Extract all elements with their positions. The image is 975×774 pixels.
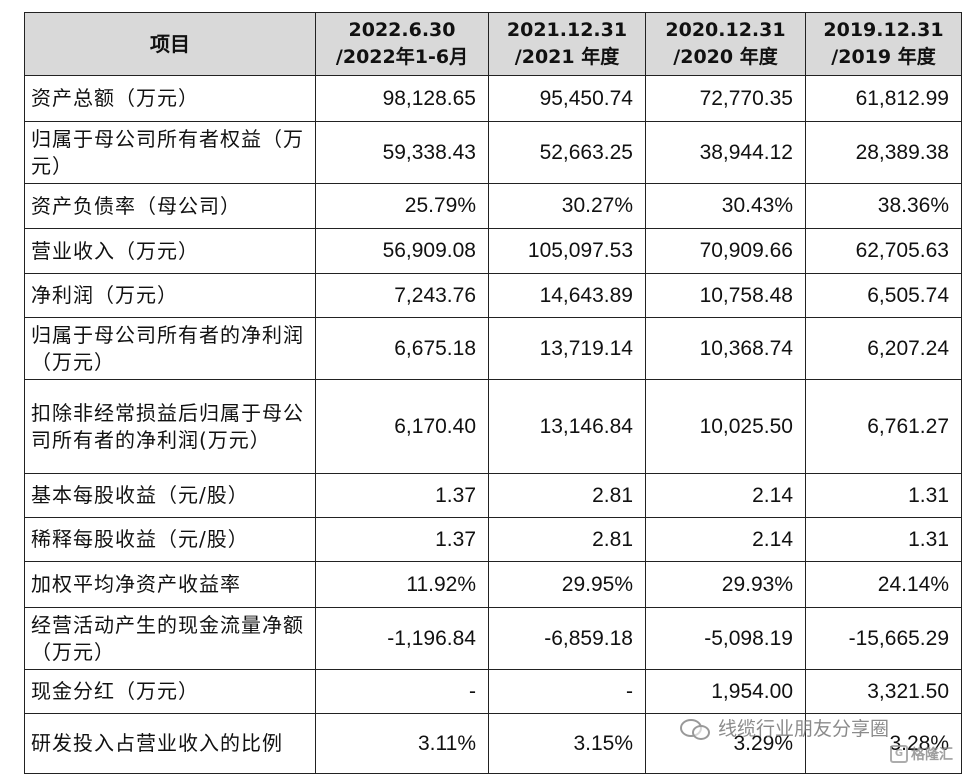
header-2020-date: 2020.12.31: [665, 19, 786, 41]
cell-value: 6,170.40: [315, 379, 489, 474]
cell-value: 98,128.65: [315, 75, 489, 122]
cell-value: 62,705.63: [805, 228, 962, 274]
cell-value: 52,663.25: [488, 121, 646, 184]
cell-value: 7,243.76: [315, 273, 489, 318]
row-label: 净利润（万元）: [24, 273, 316, 318]
cell-value: 6,675.18: [315, 317, 489, 380]
cell-value: 38.36%: [805, 183, 962, 229]
cell-value: -15,665.29: [805, 607, 962, 670]
table-row: 加权平均净资产收益率 11.92% 29.95% 29.93% 24.14%: [24, 561, 962, 608]
cell-value: 2.14: [645, 517, 806, 562]
cell-value: 1.37: [315, 473, 489, 518]
cell-value: 13,719.14: [488, 317, 646, 380]
cell-value: 10,025.50: [645, 379, 806, 474]
cell-value: 6,505.74: [805, 273, 962, 318]
cell-value: 1.37: [315, 517, 489, 562]
row-label: 扣除非经常损益后归属于母公司所有者的净利润(万元）: [24, 379, 316, 474]
cell-value: -6,859.18: [488, 607, 646, 670]
cell-value: 1.31: [805, 473, 962, 518]
row-label: 基本每股收益（元/股）: [24, 473, 316, 518]
header-2019: 2019.12.31 /2019 年度: [805, 12, 962, 76]
cell-value: -1,196.84: [315, 607, 489, 670]
cell-value: -5,098.19: [645, 607, 806, 670]
cell-value: 13,146.84: [488, 379, 646, 474]
header-2021-date: 2021.12.31: [506, 19, 628, 41]
header-2022h1-date: 2022.6.30: [348, 19, 456, 41]
table-row: 研发投入占营业收入的比例 3.11% 3.15% 3.29% 3.28%: [24, 713, 962, 774]
brand-text: 格隆汇: [911, 747, 953, 763]
cell-value: 29.93%: [645, 561, 806, 608]
cell-value: 38,944.12: [645, 121, 806, 184]
row-label: 资产负债率（母公司）: [24, 183, 316, 229]
cell-value: 3.28%: [805, 713, 962, 774]
cell-value: 29.95%: [488, 561, 646, 608]
cell-value: 2.81: [488, 517, 646, 562]
cell-value: 30.27%: [488, 183, 646, 229]
cell-value: 2.14: [645, 473, 806, 518]
cell-value: 14,643.89: [488, 273, 646, 318]
row-label: 归属于母公司所有者的净利润（万元）: [24, 317, 316, 380]
header-2019-period: /2019 年度: [831, 46, 936, 68]
header-2021: 2021.12.31 /2021 年度: [488, 12, 646, 76]
cell-value: 56,909.08: [315, 228, 489, 274]
brand-watermark: G 格隆汇: [890, 744, 953, 764]
cell-value: 72,770.35: [645, 75, 806, 122]
cell-value: 2.81: [488, 473, 646, 518]
header-row: 项目 2022.6.30 /2022年1-6月 2021.12.31 /2021…: [24, 12, 962, 76]
table-row: 基本每股收益（元/股） 1.37 2.81 2.14 1.31: [24, 473, 962, 518]
cell-value: 3.29%: [645, 713, 806, 774]
row-label: 稀释每股收益（元/股）: [24, 517, 316, 562]
table-row: 现金分红（万元） - - 1,954.00 3,321.50: [24, 669, 962, 714]
cell-value: 1,954.00: [645, 669, 806, 714]
cell-value: 59,338.43: [315, 121, 489, 184]
row-label: 归属于母公司所有者权益（万元）: [24, 121, 316, 184]
cell-value: 6,207.24: [805, 317, 962, 380]
table-row: 营业收入（万元） 56,909.08 105,097.53 70,909.66 …: [24, 228, 962, 274]
cell-value: 3.15%: [488, 713, 646, 774]
cell-value: 10,368.74: [645, 317, 806, 380]
table-row: 资产负债率（母公司） 25.79% 30.27% 30.43% 38.36%: [24, 183, 962, 229]
table-row: 扣除非经常损益后归属于母公司所有者的净利润(万元） 6,170.40 13,14…: [24, 379, 962, 474]
cell-value: 105,097.53: [488, 228, 646, 274]
header-2021-period: /2021 年度: [514, 46, 620, 68]
table-row: 经营活动产生的现金流量净额（万元） -1,196.84 -6,859.18 -5…: [24, 607, 962, 670]
row-label: 研发投入占营业收入的比例: [24, 713, 316, 774]
row-label: 经营活动产生的现金流量净额（万元）: [24, 607, 316, 670]
row-label: 资产总额（万元）: [24, 75, 316, 122]
cell-value: 28,389.38: [805, 121, 962, 184]
cell-value: 30.43%: [645, 183, 806, 229]
table-row: 净利润（万元） 7,243.76 14,643.89 10,758.48 6,5…: [24, 273, 962, 318]
row-label: 营业收入（万元）: [24, 228, 316, 274]
header-2022h1: 2022.6.30 /2022年1-6月: [315, 12, 489, 76]
cell-value: 95,450.74: [488, 75, 646, 122]
table-row: 资产总额（万元） 98,128.65 95,450.74 72,770.35 6…: [24, 75, 962, 122]
header-2020: 2020.12.31 /2020 年度: [645, 12, 806, 76]
header-2020-period: /2020 年度: [673, 46, 778, 68]
brand-logo-icon: G: [890, 745, 908, 763]
cell-value: 61,812.99: [805, 75, 962, 122]
cell-value: 10,758.48: [645, 273, 806, 318]
table-row: 归属于母公司所有者权益（万元） 59,338.43 52,663.25 38,9…: [24, 121, 962, 184]
header-2022h1-period: /2022年1-6月: [335, 46, 469, 68]
header-2019-date: 2019.12.31: [823, 19, 944, 41]
table-row: 归属于母公司所有者的净利润（万元） 6,675.18 13,719.14 10,…: [24, 317, 962, 380]
cell-value: 3.11%: [315, 713, 489, 774]
row-label: 加权平均净资产收益率: [24, 561, 316, 608]
table-row: 稀释每股收益（元/股） 1.37 2.81 2.14 1.31: [24, 517, 962, 562]
row-label: 现金分红（万元）: [24, 669, 316, 714]
cell-value: 25.79%: [315, 183, 489, 229]
cell-value: -: [315, 669, 489, 714]
cell-value: 11.92%: [315, 561, 489, 608]
financial-table: 项目 2022.6.30 /2022年1-6月 2021.12.31 /2021…: [24, 12, 962, 774]
cell-value: 6,761.27: [805, 379, 962, 474]
cell-value: 1.31: [805, 517, 962, 562]
cell-value: 3,321.50: [805, 669, 962, 714]
header-item: 项目: [24, 12, 316, 76]
cell-value: 70,909.66: [645, 228, 806, 274]
cell-value: 24.14%: [805, 561, 962, 608]
cell-value: -: [488, 669, 646, 714]
